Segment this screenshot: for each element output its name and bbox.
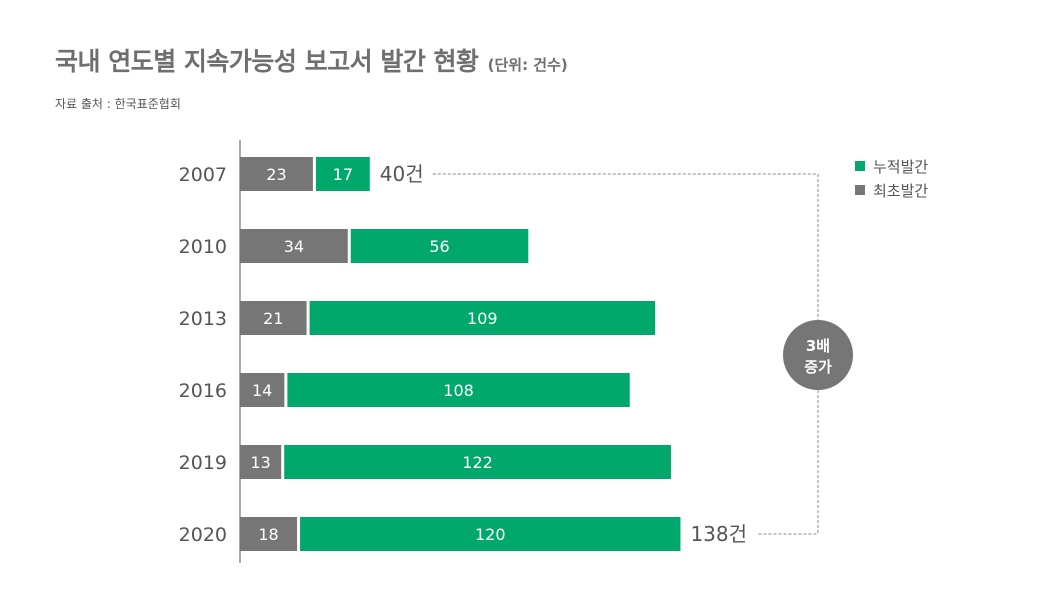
bar-first-2016 [240,373,285,407]
legend-swatch-first [855,185,865,195]
y-tick-label: 2019 [179,452,227,474]
growth-badge-line1: 3배 [806,337,830,355]
source-note: 자료 출처 : 한국표준협회 [55,97,181,111]
data-label-cumulative-2010: 56 [429,237,449,256]
y-tick-label: 2010 [179,236,227,258]
data-label-first-2007: 23 [266,165,286,184]
data-label-first-2016: 14 [252,381,272,400]
data-label-first-2020: 18 [258,525,278,544]
data-label-cumulative-2013: 109 [467,309,498,328]
bar-first-2019 [240,445,282,479]
legend-swatch-cumulative [855,161,865,171]
bar-first-2013 [240,301,307,335]
growth-badge [783,320,853,390]
legend-label-first: 최초발간 [873,181,929,200]
data-label-cumulative-2016: 108 [443,381,474,400]
bar-cumulative-2016 [287,373,630,407]
bar-first-2007 [240,157,313,191]
bar-first-2010 [240,229,348,263]
total-label-2007: 40건 [380,162,424,186]
legend-item-cumulative: 누적발간 [855,154,928,178]
bar-cumulative-2019 [284,445,671,479]
legend: 누적발간 최초발간 [855,154,928,202]
y-tick-label: 2020 [179,524,227,546]
data-label-cumulative-2007: 17 [333,165,353,184]
data-label-cumulative-2019: 122 [462,453,493,472]
bar-cumulative-2020 [300,517,681,551]
legend-label-cumulative: 누적발간 [873,157,929,176]
chart-title: 국내 연도별 지속가능성 보고서 발간 현황 [55,47,479,76]
bar-cumulative-2013 [309,301,656,335]
bar-cumulative-2007 [315,157,370,191]
total-label-2020: 138건 [690,522,747,546]
title-row: 국내 연도별 지속가능성 보고서 발간 현황 (단위: 건수) [55,42,568,78]
data-label-cumulative-2020: 120 [475,525,506,544]
unit-label: (단위: 건수) [487,56,568,74]
data-label-first-2019: 13 [250,453,270,472]
bar-first-2020 [240,517,298,551]
y-tick-label: 2016 [179,380,227,402]
y-tick-label: 2013 [179,308,227,330]
bar-cumulative-2010 [350,229,529,263]
growth-badge-line2: 증가 [804,358,832,376]
data-label-first-2013: 21 [263,309,283,328]
data-label-first-2010: 34 [284,237,304,256]
legend-item-first: 최초발간 [855,178,928,202]
y-tick-label: 2007 [179,164,227,186]
